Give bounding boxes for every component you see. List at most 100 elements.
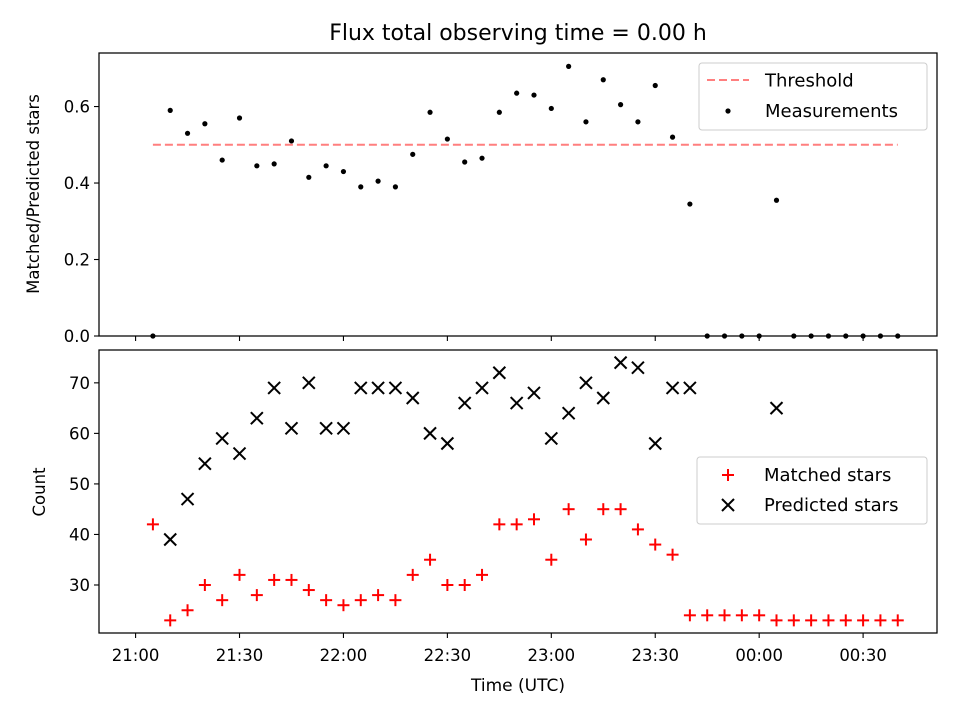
bottom-panel: 21:00 21:30 22:00 22:30 23:00 23:30 00:00 00:30… [30, 349, 938, 696]
matched-legend-label: Matched stars [764, 465, 891, 486]
y-tick-label: 0.4 [64, 174, 90, 193]
matched-star-point [545, 553, 558, 566]
measurement-point [271, 161, 277, 167]
predicted-star-point [232, 446, 247, 461]
predicted-star-point [302, 376, 316, 390]
top-panel: 0.0 0.2 0.4 0.6 Matched/Predicted stars Thr… [24, 52, 938, 346]
measurement-point [566, 63, 572, 69]
measurement-point [410, 151, 416, 157]
top-legend-box [698, 62, 928, 131]
measurement-point [514, 90, 520, 96]
measurement-point [687, 201, 693, 207]
matched-star-point [268, 573, 281, 586]
matched-star-point [631, 523, 644, 536]
measurement-point [496, 109, 502, 115]
measurement-point [254, 163, 260, 169]
matched-star-point [441, 578, 454, 591]
measurement-point [167, 107, 173, 113]
measurement-point [427, 109, 433, 115]
matched-star-point [510, 518, 523, 531]
matched-star-point [337, 599, 350, 612]
top-legend: Threshold Measurements [698, 62, 928, 131]
measurement-point [444, 136, 450, 142]
predicted-star-point [250, 411, 264, 425]
predicted-star-point [457, 396, 472, 410]
predicted-star-point [544, 431, 559, 446]
measurement-point [340, 168, 347, 175]
matched-star-point [683, 609, 696, 622]
matched-star-point [874, 614, 887, 627]
matched-star-point [493, 518, 506, 531]
measurement-point [617, 102, 624, 108]
predicted-star-point [631, 360, 645, 375]
x-tick-label: 00:30 [839, 646, 887, 665]
predicted-star-point [354, 381, 368, 395]
x-tick-label: 22:00 [320, 646, 368, 665]
measurement-point [600, 77, 606, 83]
measurement-point [288, 138, 295, 144]
predicted-star-point [371, 381, 385, 395]
measurement-point [583, 119, 589, 125]
matched-star-point [701, 609, 714, 622]
predicted-star-point [267, 381, 281, 395]
measurement-point [773, 197, 780, 203]
measurement-point [479, 155, 485, 161]
chart-title: Flux total observing time = 0.00 h [329, 21, 707, 46]
predicted-star-point [215, 431, 229, 446]
measurement-point [635, 119, 641, 125]
matched-star-point [424, 553, 437, 566]
bottom-axes-frame [98, 349, 938, 634]
matched-legend-marker [722, 469, 734, 481]
bottom-plot-area [146, 355, 904, 627]
matched-star-point [164, 614, 177, 627]
y-tick-label: 30 [69, 576, 90, 595]
x-tick-label: 23:00 [528, 646, 576, 665]
predicted-star-point [648, 436, 662, 451]
matched-star-point [735, 609, 748, 622]
y-tick-label: 0.2 [64, 251, 90, 270]
predicted-star-point [163, 532, 177, 547]
matched-star-point [476, 568, 489, 581]
top-y-ticks: 0.0 0.2 0.4 0.6 [64, 98, 99, 346]
predicted-star-point [665, 381, 680, 395]
measurement-point [531, 92, 537, 98]
predicted-star-point [613, 355, 628, 370]
measurement-point [392, 184, 399, 190]
top-y-axis-label: Matched/Predicted stars [24, 94, 43, 294]
bottom-y-axis-label: Count [30, 467, 49, 517]
y-tick-label: 50 [69, 475, 90, 494]
predicted-star-point [180, 492, 195, 506]
y-tick-label: 0.6 [64, 98, 90, 117]
matched-star-point [146, 518, 159, 531]
top-x-ticks [135, 336, 864, 341]
bottom-legend: Matched stars Predicted stars [696, 456, 928, 525]
bottom-legend-box [696, 456, 928, 525]
predicted-star-point [284, 421, 299, 436]
measurement-point [323, 163, 329, 169]
measurement-point [306, 174, 312, 180]
matched-star-point [406, 568, 419, 581]
matched-star-point [787, 614, 800, 627]
matched-star-point [389, 594, 402, 607]
matched-star-point [649, 538, 662, 551]
measurement-point [219, 157, 225, 163]
matched-star-point [839, 614, 852, 627]
predicted-legend-marker [721, 498, 735, 512]
threshold-legend-label: Threshold [764, 71, 854, 92]
matched-star-point [891, 614, 904, 627]
predicted-star-point [388, 381, 403, 395]
matched-star-point [597, 503, 610, 516]
measurement-point [548, 105, 554, 112]
predicted-star-point [683, 381, 697, 395]
matched-star-point [302, 584, 315, 597]
predicted-star-point [475, 381, 489, 395]
measurement-point [358, 184, 364, 190]
bottom-y-ticks: 30 40 50 60 70 [69, 374, 99, 595]
matched-star-point [233, 568, 246, 581]
measurement-point [462, 159, 468, 165]
matched-star-point [579, 533, 592, 546]
matched-star-point [614, 503, 627, 516]
predicted-star-point [423, 426, 437, 441]
matched-star-point [372, 589, 385, 602]
